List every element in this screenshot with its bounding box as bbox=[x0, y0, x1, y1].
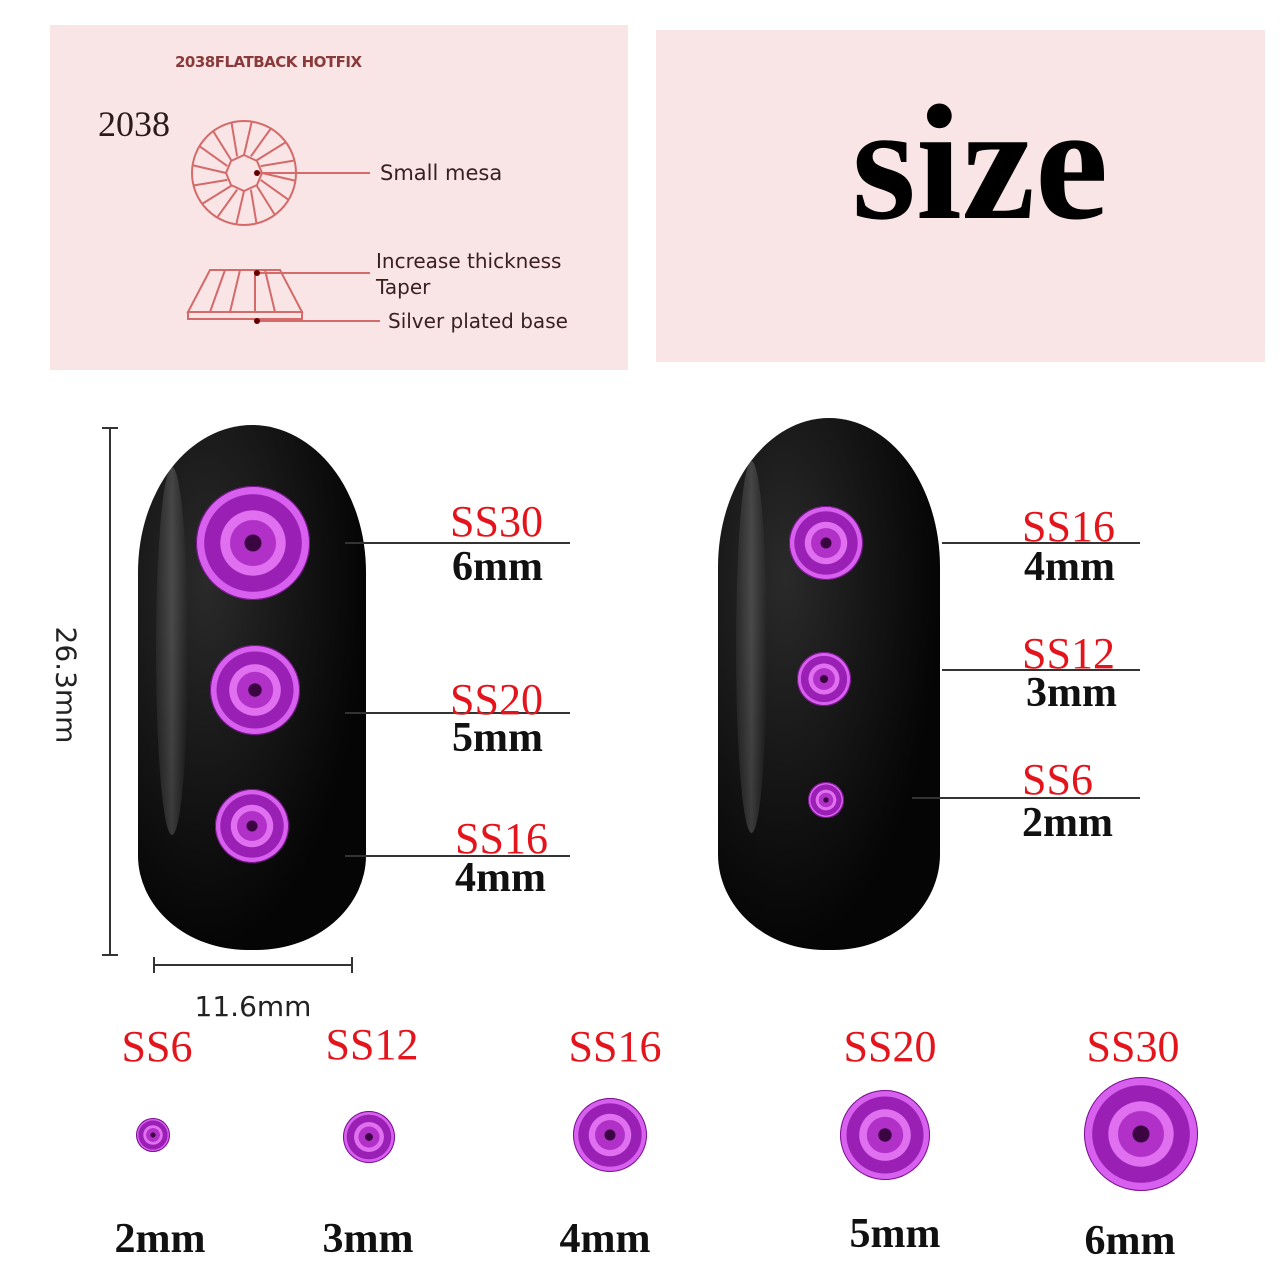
gem-ss20 bbox=[210, 645, 300, 735]
gem-5mm bbox=[840, 1090, 930, 1180]
rhinestone-diagram-icon bbox=[186, 120, 380, 324]
size-ss: SS30 bbox=[1086, 1022, 1180, 1071]
gem-6mm bbox=[1084, 1077, 1198, 1191]
model-number: 2038 bbox=[98, 104, 170, 144]
facet-line bbox=[255, 185, 276, 216]
facet-line bbox=[216, 189, 238, 219]
size-mm: 6mm bbox=[1084, 1218, 1176, 1264]
diagram-header: 2038FLATBACK HOTFIX bbox=[175, 53, 362, 71]
size-ss: SS6 bbox=[121, 1022, 193, 1071]
dim-tick bbox=[351, 957, 353, 973]
left-label-mm: 6mm bbox=[452, 544, 543, 590]
gem-4mm bbox=[573, 1098, 647, 1172]
left-label-mm: 5mm bbox=[452, 715, 543, 761]
gem-ss16 bbox=[789, 506, 863, 580]
pointer-line bbox=[345, 542, 570, 544]
size-mm: 3mm bbox=[322, 1216, 414, 1262]
dim-tick bbox=[102, 427, 118, 429]
facet-line bbox=[192, 164, 227, 174]
pointer-line bbox=[345, 855, 570, 857]
gem-2mm bbox=[136, 1118, 170, 1152]
size-ss: SS12 bbox=[325, 1020, 419, 1069]
facet-line bbox=[260, 179, 290, 201]
label-silver-plated-base: Silver plated base bbox=[388, 309, 568, 333]
right-label-ss: SS6 bbox=[1022, 755, 1093, 804]
facet-line bbox=[193, 178, 228, 187]
gem-ss30 bbox=[196, 486, 310, 600]
facet-line bbox=[261, 172, 296, 182]
facet-line bbox=[260, 159, 295, 168]
facet-line bbox=[198, 145, 228, 167]
pointer-line bbox=[345, 712, 570, 714]
right-label-mm: 2mm bbox=[1022, 800, 1113, 846]
dim-tick bbox=[153, 957, 155, 973]
right-label-mm: 3mm bbox=[1026, 670, 1117, 716]
size-ss: SS20 bbox=[843, 1022, 937, 1071]
pointer-line bbox=[912, 797, 1140, 799]
pointer-line bbox=[942, 542, 1140, 544]
title: size bbox=[851, 71, 1109, 254]
size-ss: SS16 bbox=[568, 1022, 662, 1071]
left-label-ss: SS20 bbox=[450, 675, 543, 724]
width-dimension bbox=[153, 964, 353, 966]
left-label-ss: SS16 bbox=[455, 814, 548, 863]
right-label-ss: SS16 bbox=[1022, 502, 1115, 551]
size-mm: 2mm bbox=[114, 1216, 206, 1262]
diagram-panel: 2038FLATBACK HOTFIX 2038 Small mesa Incr… bbox=[50, 25, 628, 370]
facet-line bbox=[235, 190, 245, 225]
facet-line bbox=[201, 184, 232, 205]
left-label-ss: SS30 bbox=[450, 497, 543, 546]
label-increase-thickness: Increase thickness bbox=[376, 249, 562, 273]
size-mm: 5mm bbox=[849, 1211, 941, 1257]
gem-ss6 bbox=[808, 782, 844, 818]
label-small-mesa: Small mesa bbox=[380, 161, 503, 185]
right-label-ss: SS12 bbox=[1022, 629, 1115, 678]
facet-line bbox=[250, 127, 272, 157]
left-label-mm: 4mm bbox=[455, 855, 546, 901]
pointer-line bbox=[942, 669, 1140, 671]
facet-line bbox=[256, 141, 287, 162]
label-taper: Taper bbox=[376, 275, 431, 299]
gem-ss16 bbox=[215, 789, 289, 863]
width-label: 11.6mm bbox=[194, 990, 312, 1023]
facet-line bbox=[243, 121, 253, 156]
height-label: 26.3mm bbox=[49, 626, 83, 744]
gem-3mm bbox=[343, 1111, 395, 1163]
gem-ss12 bbox=[797, 652, 851, 706]
size-mm: 4mm bbox=[559, 1216, 651, 1262]
facet-line bbox=[249, 189, 258, 224]
right-label-mm: 4mm bbox=[1024, 544, 1115, 590]
height-dimension bbox=[109, 428, 111, 955]
facet-line bbox=[212, 130, 233, 161]
facet-line bbox=[230, 122, 239, 157]
title-panel: size bbox=[656, 30, 1265, 362]
dim-tick bbox=[102, 954, 118, 956]
